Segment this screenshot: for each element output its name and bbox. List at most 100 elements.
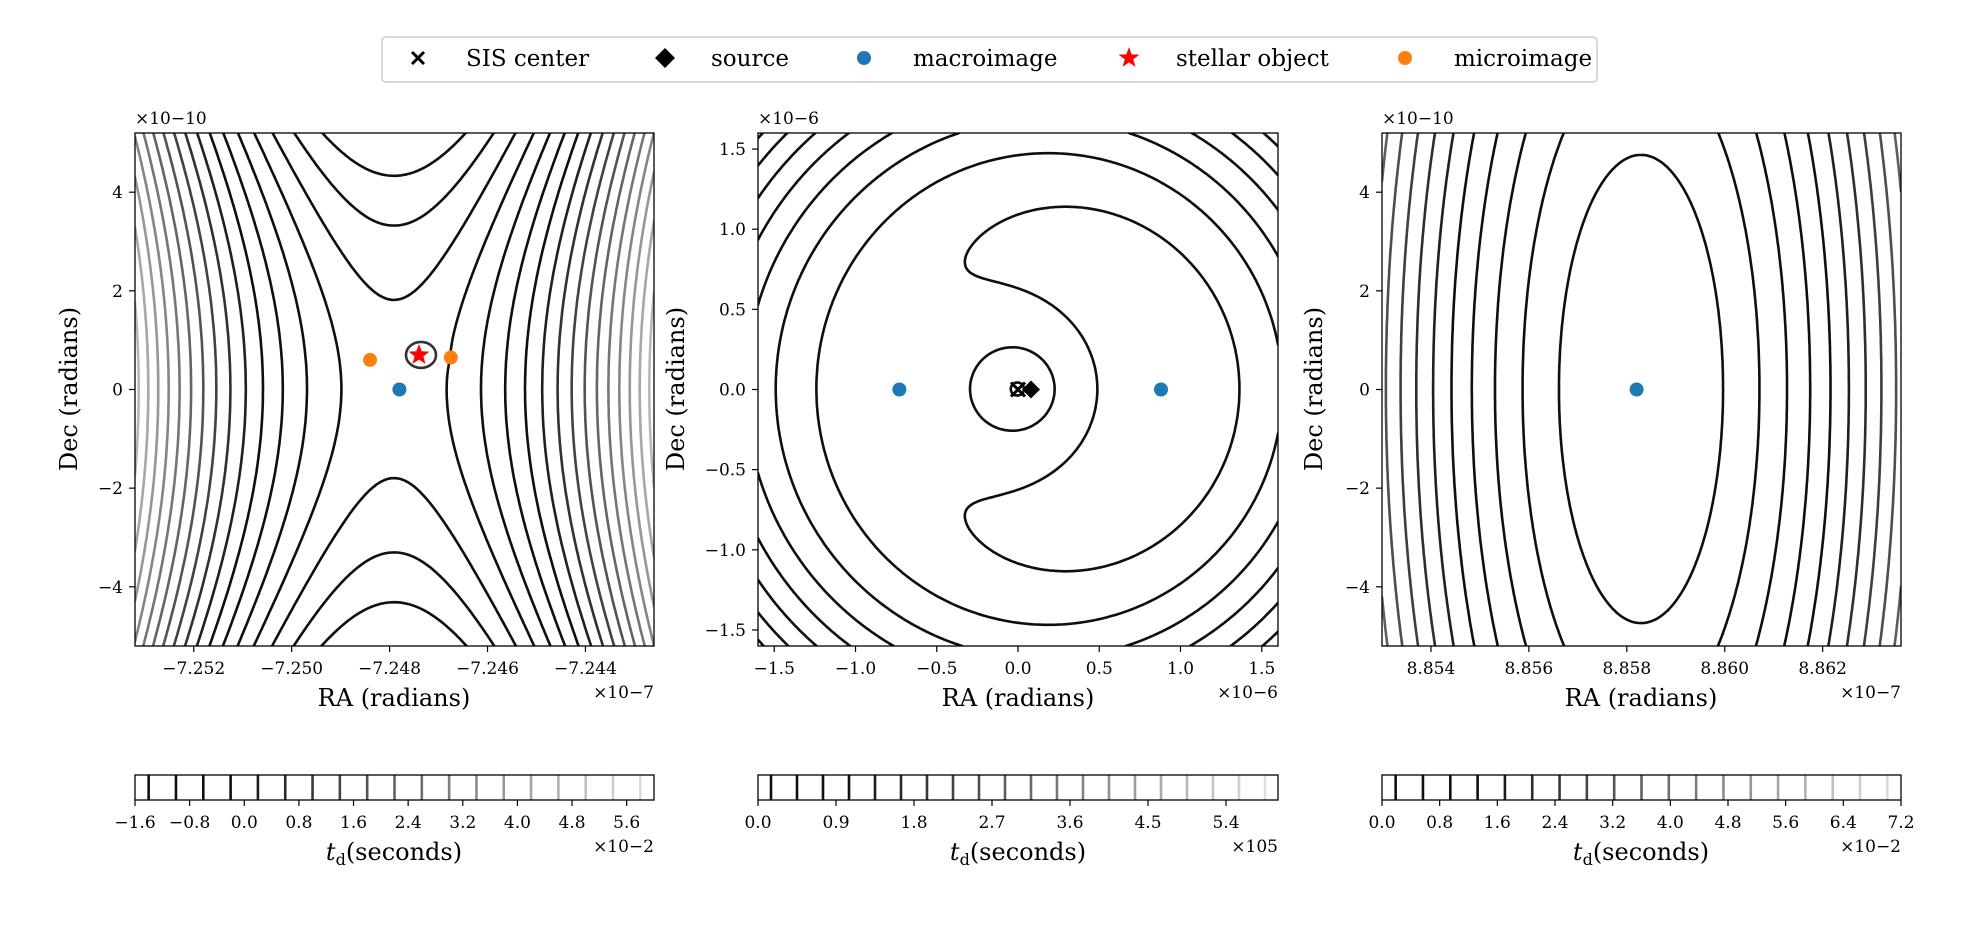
y-ticks: −4 −2 0 2 4 (98, 183, 135, 598)
contour-line (270, 133, 518, 646)
legend-item-macroimage: macroimage (857, 46, 1057, 72)
source-marker (1022, 380, 1040, 399)
y-ticks: −1.5 −1.0 −0.5 0.0 0.5 1.0 1.5 (705, 140, 758, 641)
colorbar-tick-label: 7.2 (1887, 813, 1914, 833)
x-axis-label: RA (radians) (942, 684, 1095, 712)
x-axis-label: RA (radians) (318, 684, 471, 712)
microlens-contour (404, 340, 438, 370)
y-exponent: ×10−10 (1382, 109, 1454, 129)
x-marker-icon (410, 50, 426, 66)
macroimage-marker (1154, 382, 1168, 397)
macroimage-marker (892, 382, 907, 397)
y-tick-label: 1.5 (719, 140, 746, 160)
contour-line (774, 133, 1278, 646)
colorbar-tick-label: −1.6 (114, 813, 155, 833)
y-tick-label: 4 (1359, 183, 1370, 203)
legend-item-source: source (655, 46, 789, 72)
contour-line (1521, 133, 1761, 646)
legend-label-source: source (711, 46, 789, 72)
colorbar-tick-label: 2.7 (978, 813, 1005, 833)
colorbar-1: −1.6 −0.8 0.0 0.8 1.6 2.4 3.2 4.0 4.8 5.6 td(seco… (114, 774, 655, 869)
data-points (363, 340, 458, 397)
panel-2: −1.5 −1.0 −0.5 0.0 0.5 1.0 1.5 −1.5 −1.0 −0.5 0.0… (662, 109, 1279, 712)
x-axis-label: RA (radians) (1565, 684, 1718, 712)
colorbar-tick-label: 0.9 (822, 813, 849, 833)
y-exponent: ×10−6 (758, 109, 819, 129)
y-exponent: ×10−10 (135, 109, 207, 129)
contour-line (208, 133, 580, 646)
y-axis-label: Dec (radians) (662, 307, 690, 471)
colorbar-ticks: 0.0 0.8 1.6 2.4 3.2 4.0 4.8 5.6 6.4 7.2 (1368, 800, 1915, 833)
x-tick-label: −1.5 (754, 659, 795, 679)
microimage-marker (443, 350, 458, 365)
colorbar-tick-label: 4.0 (504, 813, 531, 833)
x-tick-label: 8.854 (1407, 659, 1456, 679)
sis-center-marker (1009, 381, 1027, 398)
y-tick-label: 2 (1359, 282, 1370, 302)
x-tick-label: 0.5 (1086, 659, 1113, 679)
colorbar-tick-label: 1.8 (900, 813, 927, 833)
colorbar-tick-label: 1.6 (1484, 813, 1511, 833)
y-tick-label: 2 (112, 282, 123, 302)
contour-line (758, 133, 1278, 646)
contour-line (1382, 133, 1901, 646)
colorbar-ticks: −1.6 −0.8 0.0 0.8 1.6 2.4 3.2 4.0 4.8 5.6 (114, 800, 640, 833)
colorbar-exponent: ×105 (1231, 837, 1278, 857)
colorbar-ticks: 0.0 0.9 1.8 2.7 3.6 4.5 5.4 (744, 800, 1240, 833)
y-tick-label: −4 (98, 578, 123, 598)
legend-label-sis-center: SIS center (466, 46, 589, 72)
colorbar-tick-label: 4.5 (1134, 813, 1161, 833)
y-tick-label: 0.0 (719, 381, 746, 401)
contour-line (1384, 133, 1898, 646)
colorbar-3: 0.0 0.8 1.6 2.4 3.2 4.0 4.8 5.6 6.4 7.2 td(second… (1368, 774, 1915, 869)
x-tick-label: 1.5 (1248, 659, 1275, 679)
x-tick-label: 8.862 (1798, 659, 1847, 679)
contour-line (1399, 133, 1883, 646)
colorbar-tick-label: 1.6 (340, 813, 367, 833)
colorbar-2: 0.0 0.9 1.8 2.7 3.6 4.5 5.4 td(seconds) ×105 (744, 774, 1279, 869)
contour-line (292, 133, 496, 646)
colorbar-tick-label: 3.2 (449, 813, 476, 833)
y-axis-label: Dec (radians) (55, 307, 83, 471)
y-tick-label: −2 (1345, 479, 1370, 499)
x-tick-label: −7.246 (456, 659, 519, 679)
legend-label-macroimage: macroimage (913, 46, 1057, 72)
x-tick-label: −0.5 (916, 659, 957, 679)
colorbar-frame (134, 774, 655, 801)
colorbar-tick-label: 4.0 (1657, 813, 1684, 833)
legend-item-microimage: microimage (1398, 46, 1592, 72)
colorbar-frame (1381, 774, 1902, 801)
diamond-marker-icon (655, 48, 675, 68)
panel-3: 8.854 8.856 8.858 8.860 8.862 −4 −2 0 2 4 ×10−10… (1300, 109, 1902, 712)
colorbar-tick-label: 6.4 (1830, 813, 1857, 833)
contour-lines (135, 133, 654, 646)
y-tick-label: −2 (98, 479, 123, 499)
contour-line (758, 133, 765, 646)
y-tick-label: −1.5 (705, 621, 746, 641)
data-points (892, 380, 1168, 399)
y-tick-label: 0 (112, 381, 123, 401)
colorbar-tick-label: 3.2 (1599, 813, 1626, 833)
star-marker-icon (1118, 47, 1140, 67)
macroimage-marker (392, 382, 407, 397)
contour-line (221, 133, 567, 646)
x-tick-label: 0.0 (1004, 659, 1031, 679)
x-ticks: −1.5 −1.0 −0.5 0.0 0.5 1.0 1.5 (754, 646, 1275, 679)
x-tick-label: 8.856 (1505, 659, 1554, 679)
colorbar-tick-label: 5.6 (613, 813, 640, 833)
x-tick-label: −7.248 (358, 659, 421, 679)
contour-line (815, 151, 1278, 627)
colorbar-levels (769, 775, 1267, 800)
colorbar-label: td(seconds) (950, 838, 1086, 869)
stellar-object-marker (408, 344, 430, 364)
legend-label-microimage: microimage (1454, 46, 1592, 72)
y-tick-label: 0 (1359, 381, 1370, 401)
colorbar-label: td(seconds) (326, 838, 462, 869)
colorbar-label: td(seconds) (1573, 838, 1709, 869)
contour-line (151, 133, 637, 646)
colorbar-tick-label: 5.4 (1212, 813, 1239, 833)
contour-line (1450, 133, 1832, 646)
x-exponent: ×10−7 (593, 683, 654, 703)
contour-lines (758, 133, 1278, 646)
